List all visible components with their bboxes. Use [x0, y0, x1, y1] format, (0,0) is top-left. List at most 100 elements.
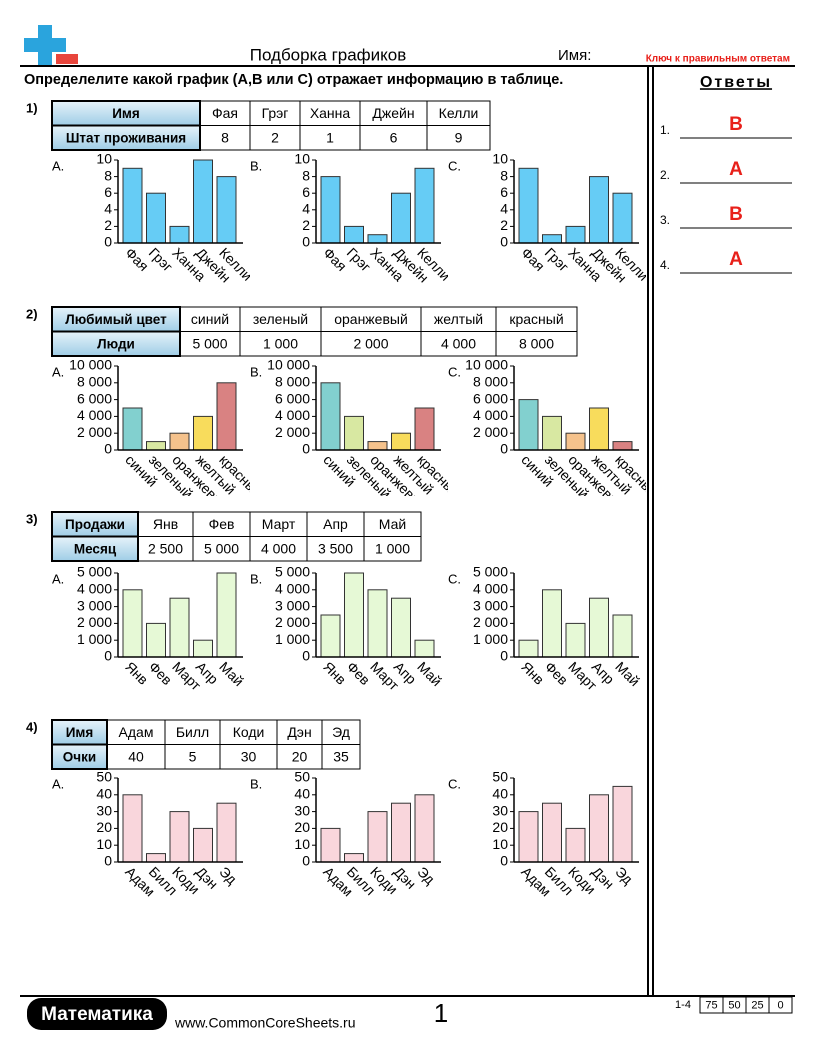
- y-tick-label: 40: [96, 786, 112, 802]
- column-header: Грэг: [262, 105, 289, 121]
- x-tick-label: Янв: [518, 658, 547, 687]
- bar: [612, 614, 633, 658]
- x-tick-label: Эд: [216, 863, 240, 887]
- score: 75: [705, 999, 717, 1011]
- answer: B: [729, 114, 743, 135]
- y-tick-label: 10: [96, 836, 112, 852]
- chart-label: A.: [52, 776, 64, 791]
- y-tick-label: 20: [492, 819, 508, 835]
- brand: Математика: [41, 1004, 153, 1025]
- table-value: 6: [390, 129, 398, 145]
- y-tick-label: 20: [294, 819, 310, 835]
- logo: [24, 25, 78, 65]
- name-label: Имя:: [558, 47, 591, 64]
- x-tick-label: Фев: [344, 658, 374, 688]
- y-tick-label: 2: [500, 217, 508, 233]
- table-value: 35: [333, 748, 349, 764]
- y-tick-label: 4 000: [77, 407, 112, 423]
- row-header: Месяц: [74, 541, 117, 556]
- column-header: Фев: [209, 516, 235, 532]
- bar: [193, 159, 213, 244]
- bar: [146, 192, 166, 244]
- table-value: 1 000: [263, 335, 298, 351]
- y-tick-label: 2: [104, 217, 112, 233]
- chart-label: B.: [250, 158, 262, 173]
- bar: [193, 827, 213, 863]
- y-tick-label: 2 000: [473, 614, 508, 630]
- y-tick-label: 8 000: [77, 374, 112, 390]
- table-cell: [363, 536, 422, 562]
- y-tick-label: 6: [104, 184, 112, 200]
- y-tick-label: 0: [302, 853, 310, 869]
- x-tick-label: Фев: [542, 658, 572, 688]
- answers-title: Ответы: [700, 74, 772, 91]
- column-header: Билл: [176, 724, 209, 740]
- bar: [122, 589, 143, 658]
- key-label: Ключ к правильным ответам: [646, 54, 790, 65]
- chart-label: C.: [448, 158, 461, 173]
- y-tick-label: 0: [302, 234, 310, 250]
- title: Подборка графиков: [250, 45, 407, 64]
- answer-number: 3.: [660, 213, 670, 227]
- bar: [216, 176, 237, 244]
- bar: [414, 794, 435, 863]
- y-tick-label: 2 000: [77, 424, 112, 440]
- bar: [414, 639, 435, 658]
- bar: [589, 407, 609, 451]
- bar: [122, 407, 143, 451]
- bar: [518, 811, 539, 863]
- column-header: Ханна: [310, 105, 351, 121]
- x-tick-label: Грэг: [344, 244, 374, 274]
- x-tick-label: Фая: [518, 244, 548, 274]
- bar: [193, 415, 213, 451]
- x-tick-label: Май: [612, 658, 643, 689]
- y-tick-label: 2 000: [275, 424, 310, 440]
- problem-number: 2): [26, 306, 38, 321]
- bar: [122, 794, 143, 863]
- y-tick-label: 0: [500, 441, 508, 457]
- answer: A: [729, 159, 743, 180]
- bar: [169, 811, 190, 863]
- bar: [565, 622, 586, 658]
- table-value: 2 500: [148, 540, 183, 556]
- y-tick-label: 0: [500, 853, 508, 869]
- y-tick-label: 1 000: [77, 631, 112, 647]
- problem-number: 4): [26, 719, 38, 734]
- y-tick-label: 0: [104, 234, 112, 250]
- y-tick-label: 8: [500, 167, 508, 183]
- column-header: Фая: [212, 105, 238, 121]
- bar: [542, 415, 562, 451]
- chart-label: C.: [448, 364, 461, 379]
- y-tick-label: 4 000: [473, 407, 508, 423]
- bar: [193, 639, 213, 658]
- table-value: 20: [292, 748, 308, 764]
- table-value: 4 000: [441, 335, 476, 351]
- bar: [320, 827, 341, 863]
- y-tick-label: 0: [104, 853, 112, 869]
- y-tick-label: 0: [104, 441, 112, 457]
- bar: [612, 441, 633, 451]
- bar: [589, 597, 609, 658]
- chart-label: C.: [448, 776, 461, 791]
- bar: [367, 441, 388, 451]
- y-tick-label: 30: [294, 802, 310, 818]
- bar: [169, 432, 190, 451]
- y-tick-label: 1 000: [473, 631, 508, 647]
- y-tick-label: 6: [302, 184, 310, 200]
- x-tick-label: Фая: [320, 244, 350, 274]
- column-header: Март: [262, 516, 296, 532]
- score: 25: [751, 999, 763, 1011]
- row-header-cell: [51, 535, 139, 562]
- row-header: Штат проживания: [66, 130, 186, 145]
- y-tick-label: 40: [492, 786, 508, 802]
- problem-number: 3): [26, 511, 38, 526]
- y-tick-label: 20: [96, 819, 112, 835]
